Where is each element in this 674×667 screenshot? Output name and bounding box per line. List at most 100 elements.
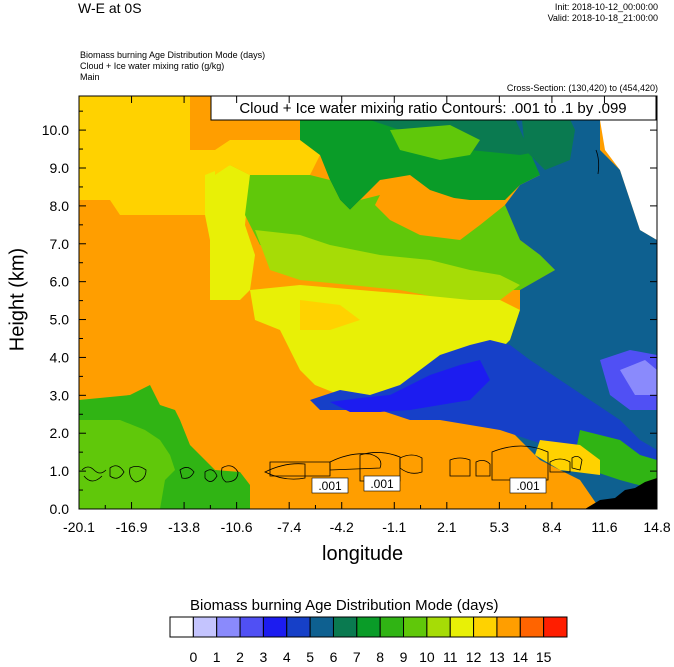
colorbar-label: 5 <box>306 649 314 665</box>
contour-label-box <box>311 477 349 494</box>
colorbar-label: 13 <box>489 649 505 665</box>
contour-value: .001 <box>318 479 342 493</box>
valid-time: Valid: 2018-10-18_21:00:00 <box>547 13 658 23</box>
colorbar-swatch <box>262 616 288 638</box>
contour-line <box>109 465 125 479</box>
chart-title: W-E at 0S <box>78 0 142 16</box>
field-region-5-lower <box>310 340 657 470</box>
field-region-4-lower <box>330 360 490 412</box>
colorbar-title: Biomass burning Age Distribution Mode (d… <box>190 597 499 614</box>
colorbar-swatch <box>286 616 311 638</box>
contour-line <box>204 469 218 482</box>
x-axis-label: longitude <box>322 543 404 565</box>
y-axis-label: Height (km) <box>6 247 29 352</box>
x-tick-label: 5.3 <box>490 519 510 535</box>
field-2: Cloud + Ice water mixing ratio (g/kg) <box>80 61 225 71</box>
colorbar-swatch <box>356 616 381 638</box>
contour-line <box>264 463 306 480</box>
colorbar-label: 10 <box>419 649 435 665</box>
colorbar-swatch <box>473 616 498 638</box>
contour-label-box <box>509 477 547 494</box>
x-tick-label: 11.6 <box>591 519 617 535</box>
contour-value: .001 <box>370 477 394 491</box>
contour-line <box>129 466 147 483</box>
colorbar-label: 2 <box>236 649 244 665</box>
x-axis: -20.1 -16.9 -13.8 -10.6 -7.4 -4.2 -1.1 2.1 5.3 8.… <box>63 96 671 535</box>
x-tick-label: -7.4 <box>277 519 301 535</box>
x-tick-label: -16.9 <box>116 519 148 535</box>
colorbar-swatch <box>216 616 241 638</box>
contour-line <box>221 465 239 483</box>
contour-line <box>595 149 600 175</box>
colorbar-swatch <box>169 616 194 638</box>
y-tick-label: 10.0 <box>42 122 69 138</box>
y-tick-label: 9.0 <box>50 160 70 176</box>
colorbar-label: 12 <box>466 649 482 665</box>
colorbar-label: 15 <box>536 649 552 665</box>
y-axis: 0.0 1.0 2.0 3.0 4.0 5.0 6.0 7.0 8.0 9.0 10.0 <box>42 110 657 517</box>
colorbar-label: 11 <box>443 649 458 665</box>
contour-value: .001 <box>516 479 540 493</box>
y-tick-label: 1.0 <box>50 463 70 479</box>
field-region-13-right <box>535 440 600 475</box>
field-1: Biomass burning Age Distribution Mode (d… <box>80 50 266 60</box>
field-region-10-belt <box>245 175 555 290</box>
field-region-0-topright <box>600 96 657 240</box>
x-tick-label: 2.1 <box>437 519 457 535</box>
colorbar-label: 3 <box>260 649 268 665</box>
colorbar-swatch <box>332 616 358 638</box>
colorbar-label: 1 <box>213 649 221 665</box>
colorbar-label: 0 <box>189 649 197 665</box>
colorbar-swatch <box>403 616 428 638</box>
field-3: Main <box>80 72 100 82</box>
field-region-12-column <box>205 165 255 300</box>
contour-info-box <box>210 95 657 121</box>
colorbar-swatch <box>192 616 218 638</box>
field-region-13-patch <box>300 300 360 330</box>
field-region-2-right <box>620 360 657 395</box>
colorbar-swatch <box>426 616 451 638</box>
colorbar-swatch <box>496 616 521 638</box>
field-list: Biomass burning Age Distribution Mode (d… <box>80 50 265 83</box>
contour-info-text: Cloud + Ice water mixing ratio Contours:… <box>239 100 626 117</box>
colorbar-label: 6 <box>330 649 338 665</box>
contour-label-box <box>363 475 401 492</box>
y-tick-label: 3.0 <box>50 387 70 403</box>
contour-line <box>269 461 331 477</box>
colorbar: 0 1 2 3 4 5 6 7 8 9 10 11 12 13 14 15 <box>169 616 568 665</box>
colorbar-swatch <box>379 616 405 638</box>
field-region-14-island <box>375 180 480 240</box>
colorbar-label: 7 <box>353 649 361 665</box>
contour-line <box>449 457 471 477</box>
time-info: Init: 2018-10-12_00:00:00 Valid: 2018-10… <box>548 2 658 24</box>
field-region-9-right <box>575 430 657 490</box>
x-tick-label: 8.4 <box>542 519 562 535</box>
contour-value-labels: .001 .001 .001 <box>311 475 547 494</box>
y-tick-label: 2.0 <box>50 425 70 441</box>
field-region-10-patch <box>390 125 480 160</box>
colorbar-swatch <box>449 616 475 638</box>
x-tick-label: 14.8 <box>643 519 670 535</box>
x-tick-label: -1.1 <box>382 519 406 535</box>
colorbar-swatch <box>309 616 334 638</box>
cross-section-label: Cross-Section: (130,420) to (454,420) <box>506 83 658 93</box>
x-tick-label: -13.8 <box>168 519 200 535</box>
y-tick-label: 4.0 <box>50 349 70 365</box>
cloud-contours <box>81 149 600 483</box>
colorbar-label: 8 <box>376 649 384 665</box>
x-tick-label: -10.6 <box>221 519 253 535</box>
y-tick-label: 8.0 <box>50 198 70 214</box>
x-tick-label: -20.1 <box>63 519 95 535</box>
colorbar-swatch <box>519 616 545 638</box>
colorbar-label: 9 <box>400 649 408 665</box>
terrain <box>585 478 657 509</box>
y-tick-label: 7.0 <box>50 236 70 252</box>
contour-line <box>571 456 583 471</box>
contour-line <box>475 460 491 477</box>
contour-line <box>399 454 423 474</box>
contour-line <box>491 445 549 481</box>
colorbar-label: 4 <box>283 649 291 665</box>
field-region-13-upper <box>215 140 320 175</box>
colorbar-label: 14 <box>513 649 529 665</box>
